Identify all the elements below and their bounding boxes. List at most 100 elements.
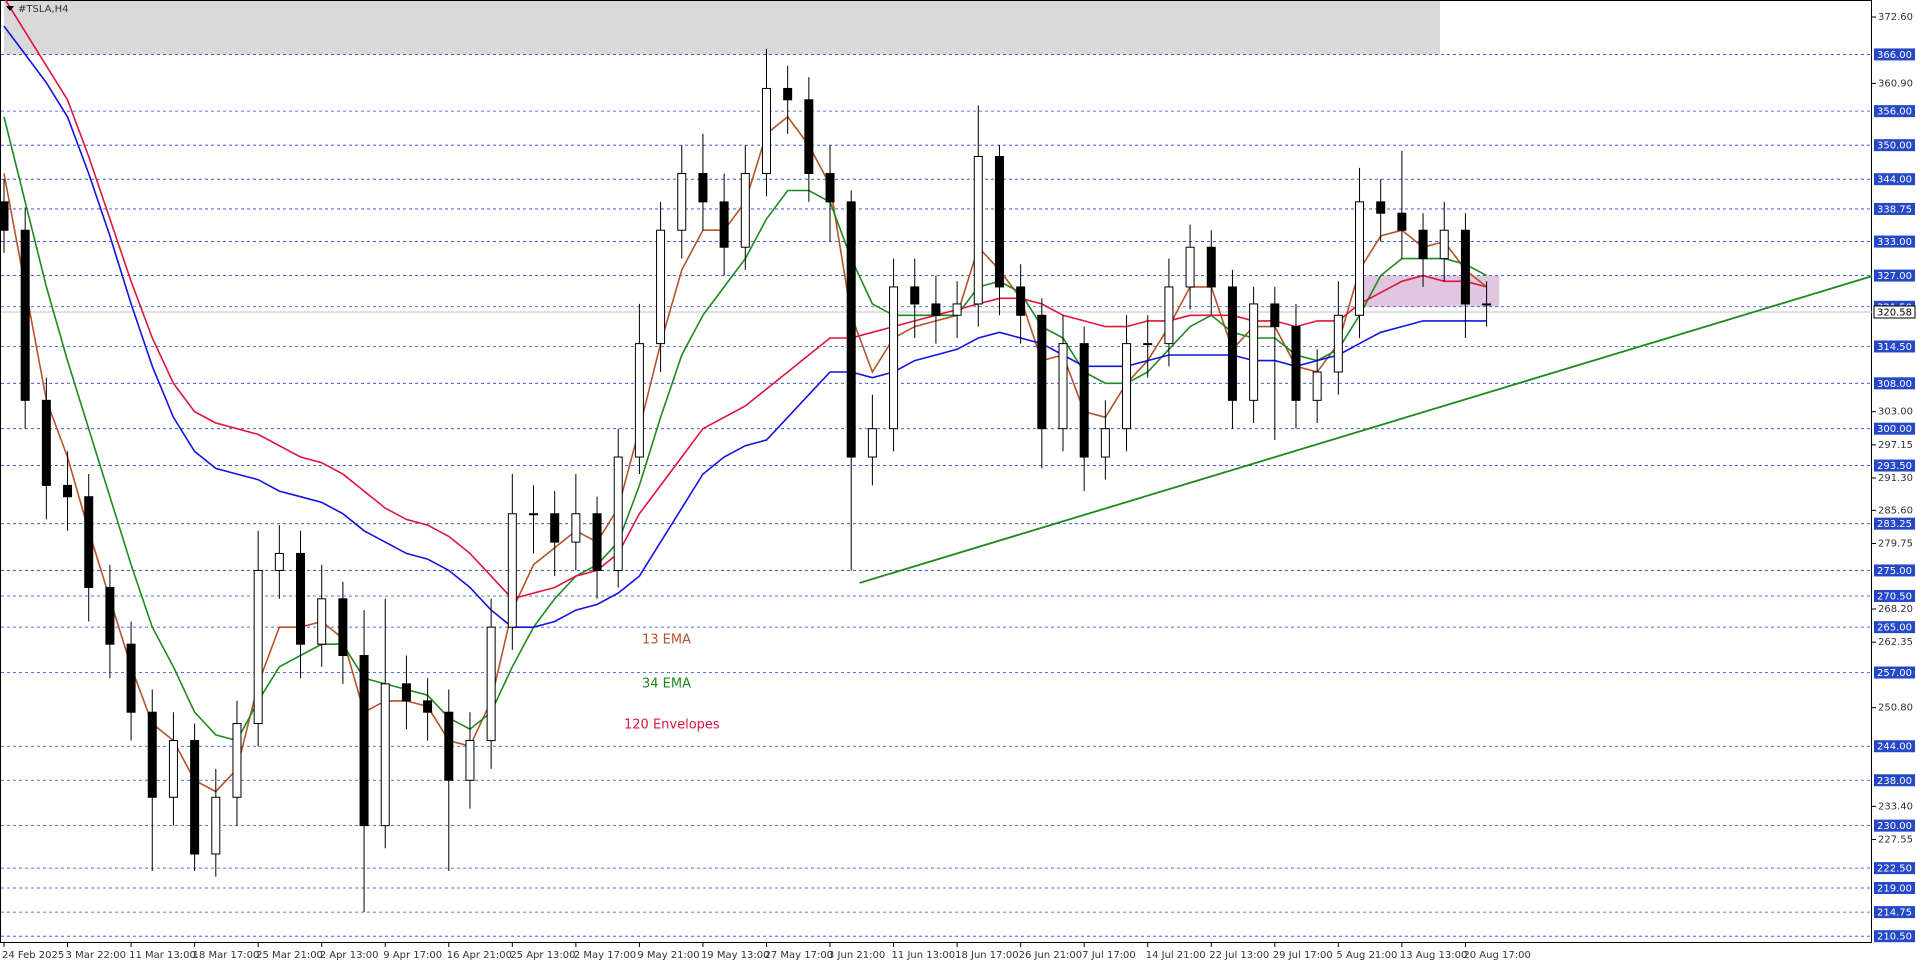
level-label-box: [1874, 819, 1915, 832]
y-tick-label: 279.75: [1878, 539, 1913, 550]
candle-body: [994, 156, 1004, 288]
candle-body: [1270, 303, 1280, 328]
y-tick-label: 291.30: [1878, 473, 1913, 484]
level-label: 283.25: [1877, 519, 1912, 530]
trendline: [859, 275, 1873, 584]
candle-body: [973, 156, 983, 305]
level-label-box: [1874, 459, 1915, 472]
candle-body: [783, 87, 793, 101]
y-tick-label: 285.60: [1878, 505, 1913, 516]
level-label-box: [1874, 202, 1915, 215]
candle-body: [613, 456, 623, 571]
level-label: 308.00: [1877, 379, 1912, 390]
level-label-box: [1874, 377, 1915, 390]
candle-body: [931, 303, 941, 316]
level-label-box: [1874, 862, 1915, 875]
candle-body: [1079, 343, 1089, 458]
candle-body: [1418, 229, 1428, 260]
y-tick-label: 297.15: [1878, 440, 1913, 451]
candle-body: [761, 87, 771, 175]
candle-body: [1185, 246, 1195, 288]
level-label-box: [1874, 340, 1915, 353]
level-label: 344.00: [1877, 175, 1912, 186]
level-label: 275.00: [1877, 566, 1912, 577]
candle-body: [253, 569, 263, 725]
candle-body: [846, 201, 856, 458]
candle-body: [168, 740, 178, 798]
candle-body: [592, 513, 602, 571]
candle-body: [1460, 229, 1470, 305]
level-label: 314.50: [1877, 342, 1912, 353]
level-label: 327.00: [1877, 271, 1912, 282]
candle-body: [740, 173, 750, 248]
price-label: 320.58: [1877, 307, 1912, 318]
menu-arrow[interactable]: [6, 6, 14, 11]
candle-body: [1206, 246, 1216, 288]
x-tick-label: 16 Apr 21:00: [447, 950, 512, 961]
candle-body: [867, 428, 877, 458]
candle-body: [1227, 286, 1237, 401]
level-label: 366.00: [1877, 50, 1912, 61]
x-tick-label: 18 Mar 17:00: [193, 950, 260, 961]
x-tick-label: 18 Jun 17:00: [955, 950, 1019, 961]
candle-body: [1164, 286, 1174, 345]
annotation: 13 EMA: [642, 633, 691, 648]
candle-body: [804, 99, 814, 175]
candle-body: [550, 513, 560, 543]
x-tick-label: 20 Aug 17:00: [1463, 950, 1530, 961]
x-tick-label: 3 Jun 21:00: [828, 950, 885, 961]
candle-body: [296, 552, 306, 645]
candle-body: [1439, 229, 1449, 260]
symbol-label: #TSLA,H4: [18, 4, 69, 15]
x-tick-label: 2 Apr 13:00: [320, 950, 379, 961]
x-tick-label: 11 Jun 13:00: [892, 950, 956, 961]
candle-body: [677, 173, 687, 231]
level-label-box: [1874, 139, 1915, 152]
candle-body: [41, 399, 51, 486]
candle-body: [698, 173, 708, 203]
level-label-box: [1874, 269, 1915, 282]
y-tick-label: 360.90: [1878, 78, 1913, 89]
x-tick-label: 29 Jul 17:00: [1273, 950, 1333, 961]
x-tick-label: 26 Jun 21:00: [1019, 950, 1083, 961]
candle-body: [1291, 326, 1301, 401]
level-label: 214.75: [1877, 908, 1912, 919]
level-label: 244.00: [1877, 742, 1912, 753]
candle-body: [359, 655, 369, 827]
level-label: 356.00: [1877, 107, 1912, 118]
x-tick-label: 2 May 17:00: [574, 950, 636, 961]
zone: [4, 1, 1441, 55]
candle-body: [529, 513, 538, 516]
candle-body: [1376, 201, 1386, 214]
level-label-box: [1874, 235, 1915, 248]
level-label-box: [1874, 930, 1915, 943]
candle-body: [656, 229, 666, 345]
candle-body: [507, 513, 517, 628]
candle-body: [423, 700, 433, 713]
y-tick-label: 303.00: [1878, 407, 1913, 418]
candle-body: [825, 173, 835, 203]
candle-body: [910, 286, 920, 305]
x-tick-label: 22 Jul 13:00: [1209, 950, 1269, 961]
level-label: 238.00: [1877, 776, 1912, 787]
y-tick-label: 372.60: [1878, 12, 1913, 23]
candle-body: [1058, 343, 1068, 430]
candle-body: [20, 229, 30, 401]
level-label-box: [1874, 564, 1915, 577]
level-label-box: [1874, 173, 1915, 186]
level-label: 333.00: [1877, 237, 1912, 248]
level-label-box: [1874, 906, 1915, 919]
candle-body: [1333, 314, 1343, 373]
plot-frame: [0, 0, 1872, 943]
x-tick-label: 14 Jul 21:00: [1146, 950, 1206, 961]
candle-body: [1037, 314, 1047, 430]
envelope-lower: [3, 25, 1487, 628]
y-tick-label: 250.80: [1878, 703, 1913, 714]
candle-body: [1016, 286, 1026, 316]
candle-body: [1312, 371, 1322, 401]
level-label-box: [1874, 881, 1915, 894]
x-tick-label: 25 Apr 13:00: [510, 950, 575, 961]
level-label-box: [1874, 48, 1915, 61]
level-label: 257.00: [1877, 668, 1912, 679]
